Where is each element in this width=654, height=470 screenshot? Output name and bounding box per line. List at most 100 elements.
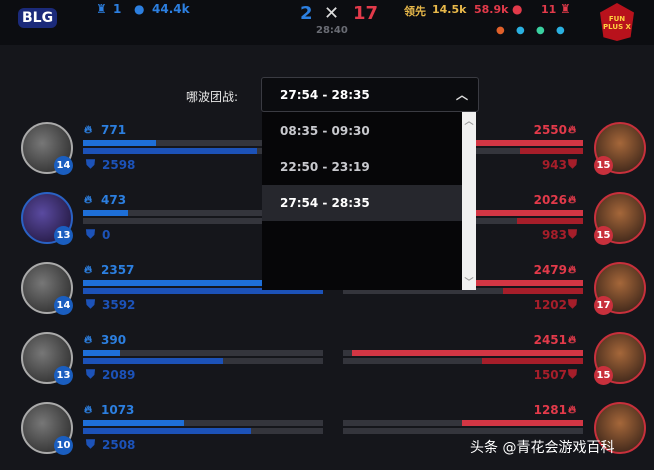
red-damage: 2451 [533,333,567,347]
lead-label: 领先 [404,5,426,18]
fire-icon: 🔥︎ [84,333,93,346]
red-level-badge: 17 [594,296,613,315]
blue-damage-fill [83,210,128,216]
blue-damage-fill [83,420,184,426]
blue-taken: 3592 [102,298,136,312]
blue-level-badge: 14 [54,296,73,315]
red-taken: 983 [541,228,567,242]
blue-damage: 1073 [101,403,135,417]
red-damage: 2550 [533,123,567,137]
blue-taken-fill [83,358,223,364]
fire-icon: 🔥︎ [568,403,577,416]
ocean-dragon-icon: ● [516,25,525,36]
scroll-down-icon[interactable]: ﹀ [464,278,474,288]
fire-icon: 🔥︎ [568,263,577,276]
fire-icon: 🔥︎ [84,123,93,136]
game-time: 28:40 [316,25,348,36]
blue-damage-bar [83,140,323,146]
player-row: 13 🔥︎ 473 ⛊ 0 2026 🔥︎ 983 ⛊ 15 [0,190,654,260]
scroll-up-icon[interactable]: ︿ [464,117,474,127]
blue-taken-bar [83,428,323,434]
scoreboard-header: BLG ♜ 1 ● 44.4k 2 ✕ 17 28:40 领先 14.5k 58… [0,0,654,45]
teamfight-option[interactable]: 22:50 - 23:19 [280,160,370,174]
blue-taken-fill [83,428,251,434]
blue-damage-bar [83,350,323,356]
teamfight-option-selected[interactable]: 27:54 - 28:35 [262,185,462,221]
red-taken: 1202 [533,298,567,312]
red-damage-fill [352,350,583,356]
blue-level-badge: 13 [54,226,73,245]
shield-icon: ⛊ [568,227,578,241]
fire-icon: 🔥︎ [568,123,577,136]
blue-gold: 44.4k [152,2,190,16]
red-taken: 1507 [533,368,567,382]
dropdown-scrollbar[interactable]: ︿ ﹀ [462,112,476,290]
chevron-up-icon: ︿ [455,88,468,102]
infernal-dragon-icon: ● [496,25,505,36]
red-taken: 943 [541,158,567,172]
red-damage: 2026 [533,193,567,207]
blue-taken-fill [83,148,257,154]
red-damage-fill [392,210,583,216]
tower-icon: ♜ [96,2,107,16]
red-taken-fill [482,358,583,364]
blue-damage: 390 [101,333,127,347]
shield-icon: ⛊ [86,437,96,451]
gold-icon: ● [512,2,523,16]
teamfight-label: 哪波团战: [186,90,239,104]
shield-icon: ⛊ [568,157,578,171]
red-level-badge: 15 [594,156,613,175]
tower-icon: ♜ [560,2,571,16]
red-taken-fill [503,288,583,294]
lead-value: 14.5k [432,3,467,16]
red-damage-fill [462,420,583,426]
blue-damage-fill [83,350,120,356]
red-taken-fill [520,148,583,154]
teamfight-selected-value: 27:54 - 28:35 [280,88,370,102]
blue-damage-fill [83,140,156,146]
red-towers: 11 [541,3,557,16]
blg-logo: BLG [18,8,58,28]
fire-icon: 🔥︎ [84,403,93,416]
red-taken-bar [343,358,583,364]
teamfight-dropdown: 08:35 - 09:30 22:50 - 23:19 27:54 - 28:3… [262,112,476,290]
red-damage: 2479 [533,263,567,277]
watermark: 头条 @青花会游戏百科 [470,440,615,456]
blue-kills: 2 [300,3,313,24]
blue-damage-bar [83,210,323,216]
teamfight-select[interactable]: 27:54 - 28:35 ︿ [261,77,479,112]
red-damage-bar [343,420,583,426]
shield-icon: ⛊ [86,297,96,311]
shield-icon: ⛊ [86,227,96,241]
blue-damage-bar [83,280,323,286]
blue-taken-bar [83,148,323,154]
blue-level-badge: 10 [54,436,73,455]
cloud-dragon-icon: ● [536,25,545,36]
versus-icon: ✕ [324,3,340,24]
blue-level-badge: 13 [54,366,73,385]
red-damage: 1281 [533,403,567,417]
teamfight-option[interactable]: 08:35 - 09:30 [280,124,370,138]
gold-icon: ● [134,2,145,16]
red-level-badge: 15 [594,366,613,385]
player-row: 10 🔥︎ 1073 ⛊ 2508 1281 🔥︎ [0,400,654,470]
blue-taken: 2089 [102,368,136,382]
blue-level-badge: 14 [54,156,73,175]
red-taken-fill [517,218,583,224]
shield-icon: ⛊ [568,297,578,311]
blue-taken-bar [83,288,323,294]
red-damage-bar [343,350,583,356]
shield-icon: ⛊ [86,367,96,381]
shield-icon: ⛊ [568,367,578,381]
blue-damage-fill [83,280,305,286]
fpx-logo: FUN PLUS X [600,3,634,41]
red-taken-bar [343,428,583,434]
red-level-badge: 15 [594,226,613,245]
blue-taken-bar [83,358,323,364]
blue-taken: 2508 [102,438,136,452]
blue-taken: 2598 [102,158,136,172]
blue-damage: 2357 [101,263,135,277]
fire-icon: 🔥︎ [84,193,93,206]
blue-taken: 0 [102,228,111,242]
blue-taken-bar [83,218,323,224]
